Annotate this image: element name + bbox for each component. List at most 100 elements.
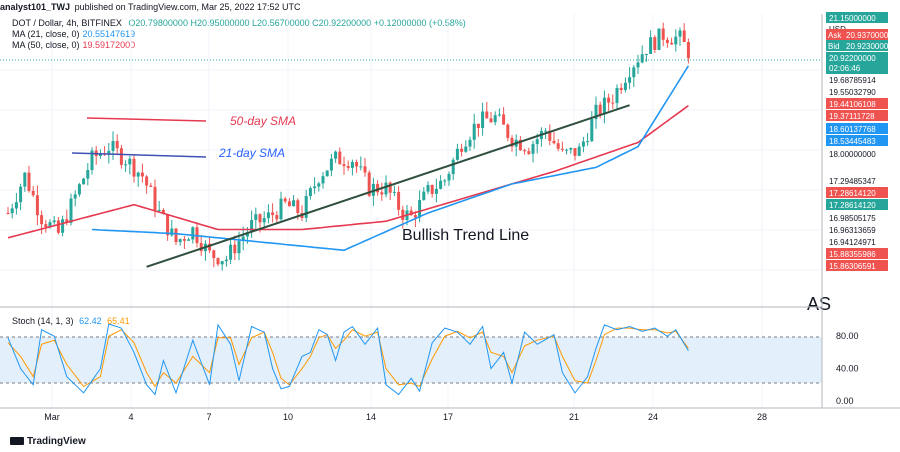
candle-body: [258, 214, 262, 223]
candle-body: [665, 39, 669, 43]
candle-body: [607, 97, 611, 103]
stoch-label: Stoch (14, 1, 3): [12, 316, 74, 326]
price-tag-side: [826, 29, 844, 40]
candle-body: [682, 30, 686, 42]
price-tag: [826, 52, 888, 74]
candle-body: [535, 139, 539, 145]
candle-body: [65, 219, 69, 223]
time-axis-label: 24: [648, 412, 658, 422]
symbol-title[interactable]: DOT / Dollar, 4h, BITFINEX: [12, 18, 122, 28]
candle-body: [451, 159, 455, 175]
price-tag: [826, 175, 888, 186]
candle-body: [161, 209, 165, 215]
candle-body: [334, 151, 338, 159]
candle-body: [485, 111, 489, 119]
price-tag: [826, 135, 888, 146]
candle-body: [296, 200, 300, 213]
ma21-line: [91, 65, 690, 252]
candle-body: [182, 239, 186, 241]
price-tag: [844, 29, 888, 40]
price-tag-label: 19.68785914: [829, 76, 876, 85]
candle-body: [254, 214, 258, 221]
candle-body: [422, 191, 426, 200]
candle-body: [350, 161, 354, 168]
candle-body: [594, 104, 598, 120]
candle-body: [670, 42, 674, 45]
candle-body: [573, 148, 577, 156]
candle-body: [577, 146, 581, 156]
candle-body: [262, 218, 266, 223]
price-tag-label: 18.00000000: [829, 150, 876, 159]
price-tag-label: 19.37111728: [829, 112, 875, 121]
candle-body: [153, 186, 157, 211]
candle-body: [124, 164, 128, 166]
ohlc-open: O20.79800000: [128, 18, 188, 28]
price-tag-label: 16.96313659: [829, 226, 876, 235]
candle-body: [212, 250, 216, 259]
candle-body: [363, 166, 367, 173]
author-name[interactable]: analyst101_TWJ: [0, 2, 71, 12]
time-axis: Mar 4 7 10 14 17 21 24 28: [44, 412, 767, 422]
publish-info: published on TradingView.com, Mar 25, 20…: [74, 2, 301, 12]
ohlc-low: L20.56700000: [252, 18, 310, 28]
candle-body: [229, 244, 233, 260]
candle-body: [661, 28, 665, 40]
candle-body: [413, 215, 417, 218]
candle-body: [23, 172, 27, 187]
stoch-axis: 80.00 40.00 0.00: [836, 331, 859, 406]
candle-body: [140, 172, 144, 177]
candle-body: [602, 97, 606, 115]
candle-body: [527, 151, 531, 154]
candle-body: [401, 209, 405, 220]
stoch-legend[interactable]: Stoch (14, 1, 3) 62.42 65.41: [12, 316, 130, 327]
price-tag-label: 19.55032790: [829, 88, 876, 97]
price-tag-label: 17.29485347: [829, 177, 876, 186]
candle-body: [321, 176, 325, 184]
price-tag-label: 20.92300000: [846, 42, 893, 51]
candle-body: [531, 144, 535, 154]
candle-body: [149, 185, 153, 187]
candle-body: [107, 150, 111, 155]
candle-body: [111, 141, 115, 151]
candle-body: [199, 243, 203, 252]
price-tag: [826, 86, 888, 97]
ma21-value: 20.55147619: [82, 29, 136, 39]
candle-body: [346, 166, 350, 168]
price-tag-label: 20.93700000: [846, 31, 893, 40]
stoch-axis-label: 80.00: [836, 331, 859, 341]
candle-body: [397, 191, 401, 210]
symbol-legend: DOT / Dollar, 4h, BITFINEX O20.79800000 …: [12, 18, 466, 29]
stoch-band: [0, 337, 822, 383]
time-axis-label: 7: [206, 412, 211, 422]
candle-body: [355, 161, 359, 167]
publish-header: analyst101_TWJ published on TradingView.…: [0, 0, 900, 14]
candle-body: [27, 172, 31, 191]
price-tag: [826, 110, 888, 121]
candle-body: [187, 239, 191, 241]
ma21-legend[interactable]: MA (21, close, 0) 20.55147619: [12, 29, 135, 40]
candle-body: [233, 244, 237, 254]
candle-body: [581, 141, 585, 147]
sma50-annotation: 50-day SMA: [230, 114, 296, 128]
candle-body: [481, 111, 485, 128]
price-change: +0.12000000 (+0.58%): [373, 18, 466, 28]
candle-body: [447, 174, 451, 181]
price-tag: [826, 148, 888, 159]
ohlc-close: C20.92200000: [312, 18, 372, 28]
candle-body: [6, 212, 10, 214]
candle-body: [44, 224, 48, 228]
candle-body: [556, 143, 560, 149]
candle-body: [271, 212, 275, 216]
candle-body: [409, 210, 413, 216]
price-tag: [826, 212, 888, 223]
stoch-k-value: 62.42: [79, 316, 102, 326]
ma50-legend[interactable]: MA (50, close, 0) 19.59172000: [12, 40, 135, 51]
candle-body: [506, 124, 510, 138]
countdown-label: 02:06:46: [829, 64, 861, 73]
candle-body: [434, 188, 438, 194]
tradingview-footer[interactable]: TradingView: [10, 436, 86, 447]
candle-body: [166, 214, 170, 236]
candle-body: [313, 186, 317, 189]
candle-body: [552, 140, 556, 144]
